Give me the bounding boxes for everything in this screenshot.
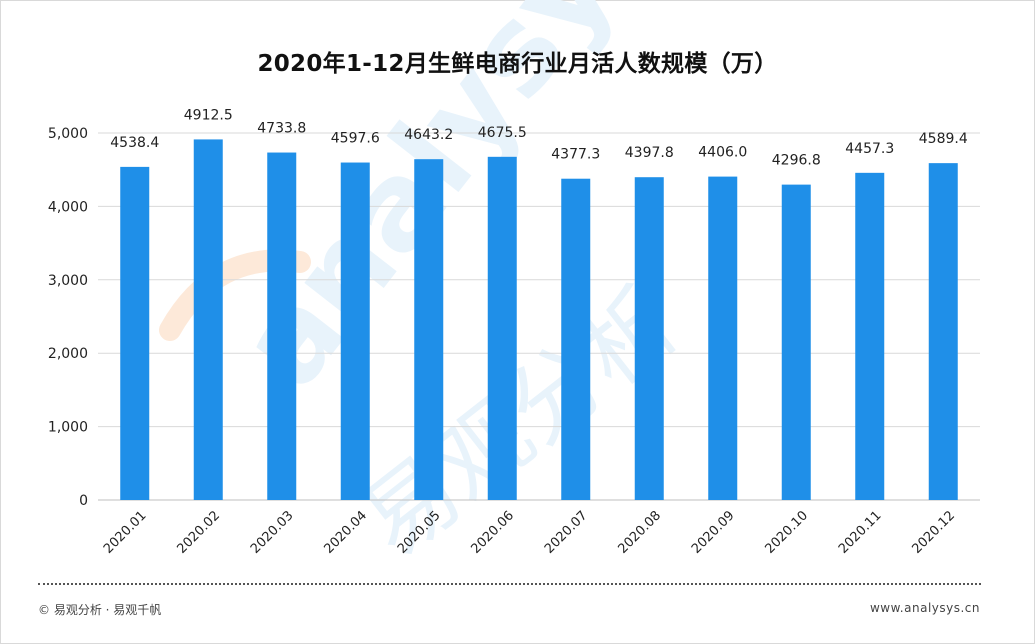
bar [855, 172, 885, 501]
grid-lines [98, 132, 980, 501]
x-tick-label: 2020.08 [615, 508, 664, 557]
x-tick-label: 2020.12 [909, 508, 958, 557]
footer-source: © 易观分析 · 易观千帆 [38, 603, 162, 617]
x-tick-label: 2020.11 [836, 508, 885, 557]
x-tick-label: 2020.03 [248, 508, 297, 557]
bar [708, 176, 738, 500]
bar [781, 184, 811, 501]
chart-title: 2020年1-12月生鲜电商行业月活人数规模（万） [257, 51, 778, 77]
y-tick-label: 5,000 [48, 126, 88, 142]
y-axis-ticks: 0 1,000 2,000 3,000 4,000 5,000 [48, 126, 88, 509]
bars [120, 139, 958, 501]
bar [634, 177, 664, 500]
data-label: 4406.0 [698, 145, 747, 161]
bar [267, 152, 297, 501]
data-label: 4912.5 [184, 107, 233, 123]
y-tick-label: 1,000 [48, 420, 88, 436]
y-tick-label: 4,000 [48, 199, 88, 215]
bar [120, 166, 150, 500]
bar [487, 156, 517, 500]
data-label: 4538.4 [110, 135, 159, 151]
data-label: 4397.8 [625, 145, 674, 161]
x-tick-label: 2020.10 [762, 508, 811, 557]
footer-divider [38, 583, 981, 585]
data-label: 4589.4 [919, 131, 968, 147]
bar [414, 159, 444, 500]
bar [561, 178, 591, 500]
x-tick-label: 2020.09 [689, 508, 738, 557]
data-label: 4675.5 [478, 125, 527, 141]
x-tick-label: 2020.04 [321, 508, 370, 557]
x-tick-label: 2020.02 [174, 508, 223, 557]
data-label: 4643.2 [404, 127, 453, 143]
data-label: 4597.6 [331, 131, 380, 147]
x-tick-label: 2020.01 [101, 508, 150, 557]
x-tick-label: 2020.07 [542, 508, 591, 557]
data-label: 4296.8 [772, 153, 821, 169]
data-labels: 4538.4 4912.5 4733.8 4597.6 4643.2 4675.5 4377… [110, 107, 968, 168]
y-tick-label: 3,000 [48, 273, 88, 289]
data-label: 4457.3 [845, 141, 894, 157]
bar [340, 162, 370, 500]
y-tick-label: 0 [79, 493, 88, 509]
bar [193, 139, 223, 501]
data-label: 4377.3 [551, 147, 600, 163]
footer-url: www.analysys.cn [869, 601, 980, 615]
data-label: 4733.8 [257, 121, 306, 137]
bar [928, 163, 958, 500]
y-tick-label: 2,000 [48, 346, 88, 362]
x-axis-ticks: 2020.01 2020.02 2020.03 2020.04 2020.05 2020.… [101, 508, 958, 557]
